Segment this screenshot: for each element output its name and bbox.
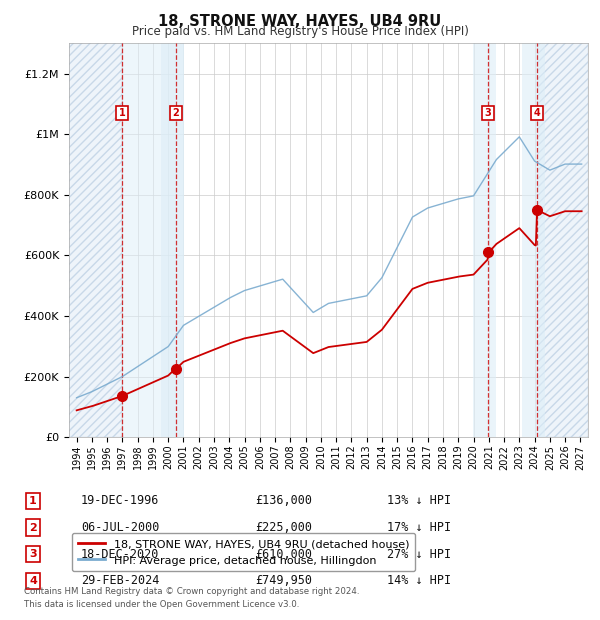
- Text: 27% ↓ HPI: 27% ↓ HPI: [387, 547, 451, 560]
- Bar: [122, 43, 184, 437]
- Text: £610,000: £610,000: [255, 547, 312, 560]
- Text: 17% ↓ HPI: 17% ↓ HPI: [387, 521, 451, 534]
- Text: 18, STRONE WAY, HAYES, UB4 9RU: 18, STRONE WAY, HAYES, UB4 9RU: [158, 14, 442, 29]
- Bar: [522, 43, 545, 437]
- Bar: [69, 43, 122, 437]
- Text: 1: 1: [119, 108, 125, 118]
- Bar: [161, 43, 184, 437]
- Text: 4: 4: [533, 108, 541, 118]
- Text: 18-DEC-2020: 18-DEC-2020: [81, 547, 160, 560]
- Text: 3: 3: [29, 549, 37, 559]
- Bar: [537, 43, 588, 437]
- Legend: 18, STRONE WAY, HAYES, UB4 9RU (detached house), HPI: Average price, detached ho: 18, STRONE WAY, HAYES, UB4 9RU (detached…: [72, 533, 415, 571]
- Text: £749,950: £749,950: [255, 574, 312, 587]
- Text: £136,000: £136,000: [255, 494, 312, 507]
- Text: 19-DEC-1996: 19-DEC-1996: [81, 494, 160, 507]
- Text: 29-FEB-2024: 29-FEB-2024: [81, 574, 160, 587]
- Text: 2: 2: [173, 108, 179, 118]
- Text: Price paid vs. HM Land Registry's House Price Index (HPI): Price paid vs. HM Land Registry's House …: [131, 25, 469, 38]
- Text: 14% ↓ HPI: 14% ↓ HPI: [387, 574, 451, 587]
- Text: 4: 4: [29, 576, 37, 586]
- Text: 13% ↓ HPI: 13% ↓ HPI: [387, 494, 451, 507]
- Text: 1: 1: [29, 496, 37, 506]
- Text: 06-JUL-2000: 06-JUL-2000: [81, 521, 160, 534]
- Text: Contains HM Land Registry data © Crown copyright and database right 2024.: Contains HM Land Registry data © Crown c…: [24, 587, 359, 596]
- Text: 2: 2: [29, 523, 37, 533]
- Text: This data is licensed under the Open Government Licence v3.0.: This data is licensed under the Open Gov…: [24, 600, 299, 609]
- Text: 3: 3: [485, 108, 491, 118]
- Bar: [473, 43, 496, 437]
- Text: £225,000: £225,000: [255, 521, 312, 534]
